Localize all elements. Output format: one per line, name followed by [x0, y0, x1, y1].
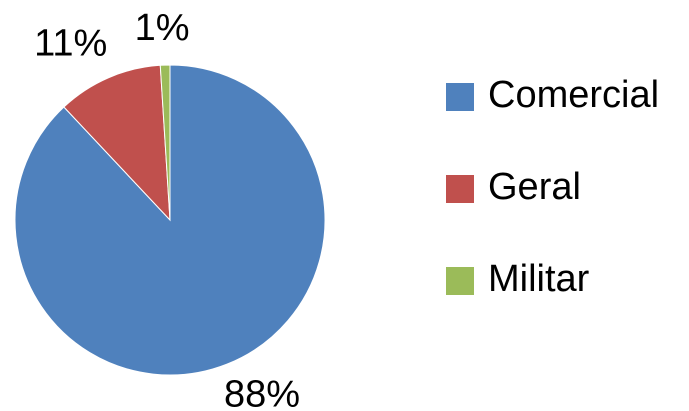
legend-swatch [446, 175, 474, 203]
legend-label: Comercial [488, 74, 659, 116]
legend-swatch [446, 267, 474, 295]
legend-label: Geral [488, 166, 581, 208]
data-label: 1% [135, 7, 190, 49]
legend-swatch [446, 83, 474, 111]
data-label: 88% [224, 374, 300, 411]
pie-slice [63, 64, 171, 222]
data-label: 11% [34, 23, 107, 65]
legend-label: Militar [488, 258, 590, 300]
pie-slice [159, 64, 171, 221]
